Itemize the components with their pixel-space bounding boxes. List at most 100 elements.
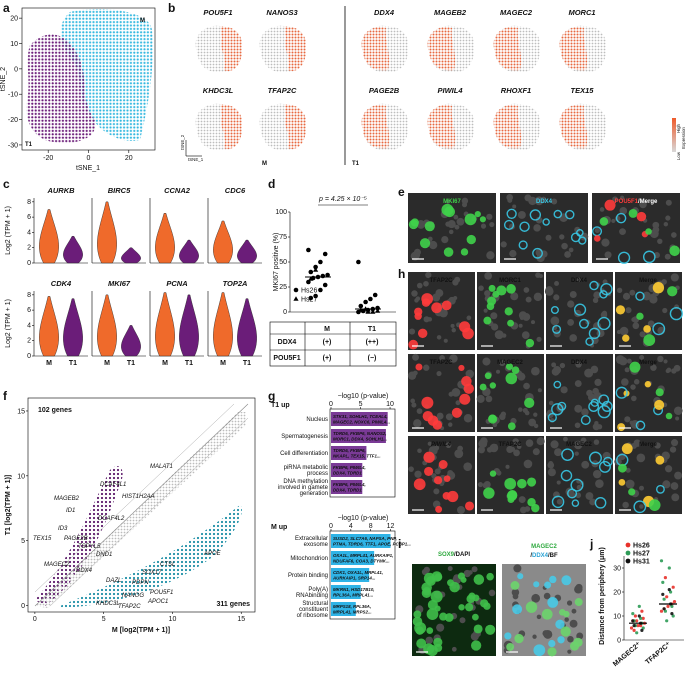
category-label: generation [300, 491, 328, 497]
bar [331, 551, 375, 565]
channel-label: Merge [639, 278, 657, 284]
stained-cell [565, 209, 575, 220]
stained-cell [421, 293, 433, 305]
nucleus [490, 312, 498, 320]
nucleus [429, 240, 438, 250]
nucleus [431, 473, 437, 479]
table-cell: (+) [323, 339, 332, 346]
nucleus [408, 466, 414, 472]
nucleus [412, 370, 418, 376]
stained-cell [549, 575, 557, 584]
violin [97, 294, 117, 357]
stained-cell [506, 284, 516, 294]
stained-cell [472, 613, 479, 621]
gene-label: ID3 [58, 526, 68, 532]
data-point [663, 576, 668, 580]
channel-label: PIWIL4 [431, 442, 452, 448]
nucleus [423, 280, 429, 287]
tsne-feature-plot [559, 25, 607, 73]
stained-cell [547, 412, 557, 423]
bar [331, 446, 367, 460]
nucleus [506, 445, 514, 454]
nucleus [433, 445, 440, 451]
nucleus [411, 290, 418, 297]
stained-cell [594, 496, 607, 509]
nucleus [574, 404, 583, 413]
nucleus [551, 362, 557, 368]
nucleus [575, 361, 582, 368]
table-cell: (+) [323, 355, 332, 362]
stained-cell [413, 610, 422, 619]
stained-cell [489, 382, 497, 389]
p-value: p = 4.25 × 10⁻⁵ [318, 196, 367, 203]
stained-cell [553, 380, 562, 389]
nucleus [477, 481, 484, 488]
nucleus [465, 369, 475, 379]
nucleus [673, 406, 683, 416]
x-tick-label: 12 [387, 523, 395, 530]
nucleus [493, 443, 498, 449]
nucleus [536, 437, 545, 446]
gene-label: CDK4 [51, 279, 72, 288]
cluster-label: M [140, 18, 145, 24]
nucleus [532, 448, 540, 456]
nucleus [569, 291, 577, 298]
nucleus [639, 485, 644, 491]
nucleus [636, 453, 646, 463]
y-axis-label: T1 [log2(TPM + 1)] [5, 475, 12, 535]
stained-cell [510, 581, 520, 590]
nucleus [423, 566, 431, 574]
data-point [667, 588, 671, 592]
panel-label: c [3, 177, 10, 191]
nucleus [626, 358, 632, 364]
nucleus [531, 366, 540, 376]
nucleus [427, 441, 432, 446]
tsne-feature-plot [361, 103, 409, 151]
stained-cell [544, 581, 552, 589]
nucleus [671, 232, 677, 238]
stained-cell [444, 206, 455, 218]
nucleus [447, 469, 454, 476]
violin [155, 213, 175, 264]
cluster-label: T1 [25, 142, 33, 148]
nucleus [436, 623, 445, 632]
y-tick-label: 30 [613, 566, 621, 573]
data-point [308, 295, 314, 301]
m-up-genes [60, 505, 242, 608]
nucleus [547, 468, 556, 477]
nucleus [512, 438, 520, 445]
violin [39, 296, 59, 357]
gene-list: NKAPL, TEX15, TTF1... [333, 454, 381, 459]
category-label: Spermatogenesis [281, 434, 328, 440]
axis-label: tSNE_1 [188, 157, 204, 162]
group-label: M [104, 360, 110, 367]
group-label: T1 [352, 161, 360, 167]
nucleus [425, 271, 432, 279]
stained-cell [618, 478, 626, 486]
channel-label: DDX4 [536, 199, 553, 205]
stained-cell [430, 590, 443, 603]
gene-list: DDX4, TDRD1 [333, 488, 362, 493]
legend-marker [625, 550, 631, 556]
stained-cell [496, 285, 507, 296]
tsne-feature-plot [361, 25, 409, 73]
stained-cell [443, 475, 451, 483]
table-frame [269, 321, 397, 367]
data-point [666, 604, 670, 609]
stained-cell [505, 372, 518, 385]
nucleus [619, 207, 628, 215]
nucleus [414, 470, 422, 478]
nucleus [569, 619, 578, 628]
nucleus [518, 407, 523, 412]
y-tick-label: 6 [27, 307, 31, 314]
stained-cell [504, 307, 513, 316]
nucleus [574, 451, 579, 456]
nucleus [453, 295, 458, 301]
stained-cell [655, 455, 665, 465]
stained-cell [426, 576, 436, 586]
data-point [372, 292, 378, 298]
violin [179, 239, 199, 264]
stained-cell [424, 221, 435, 232]
x-tick-label: 4 [349, 523, 353, 530]
nucleus [600, 311, 608, 319]
